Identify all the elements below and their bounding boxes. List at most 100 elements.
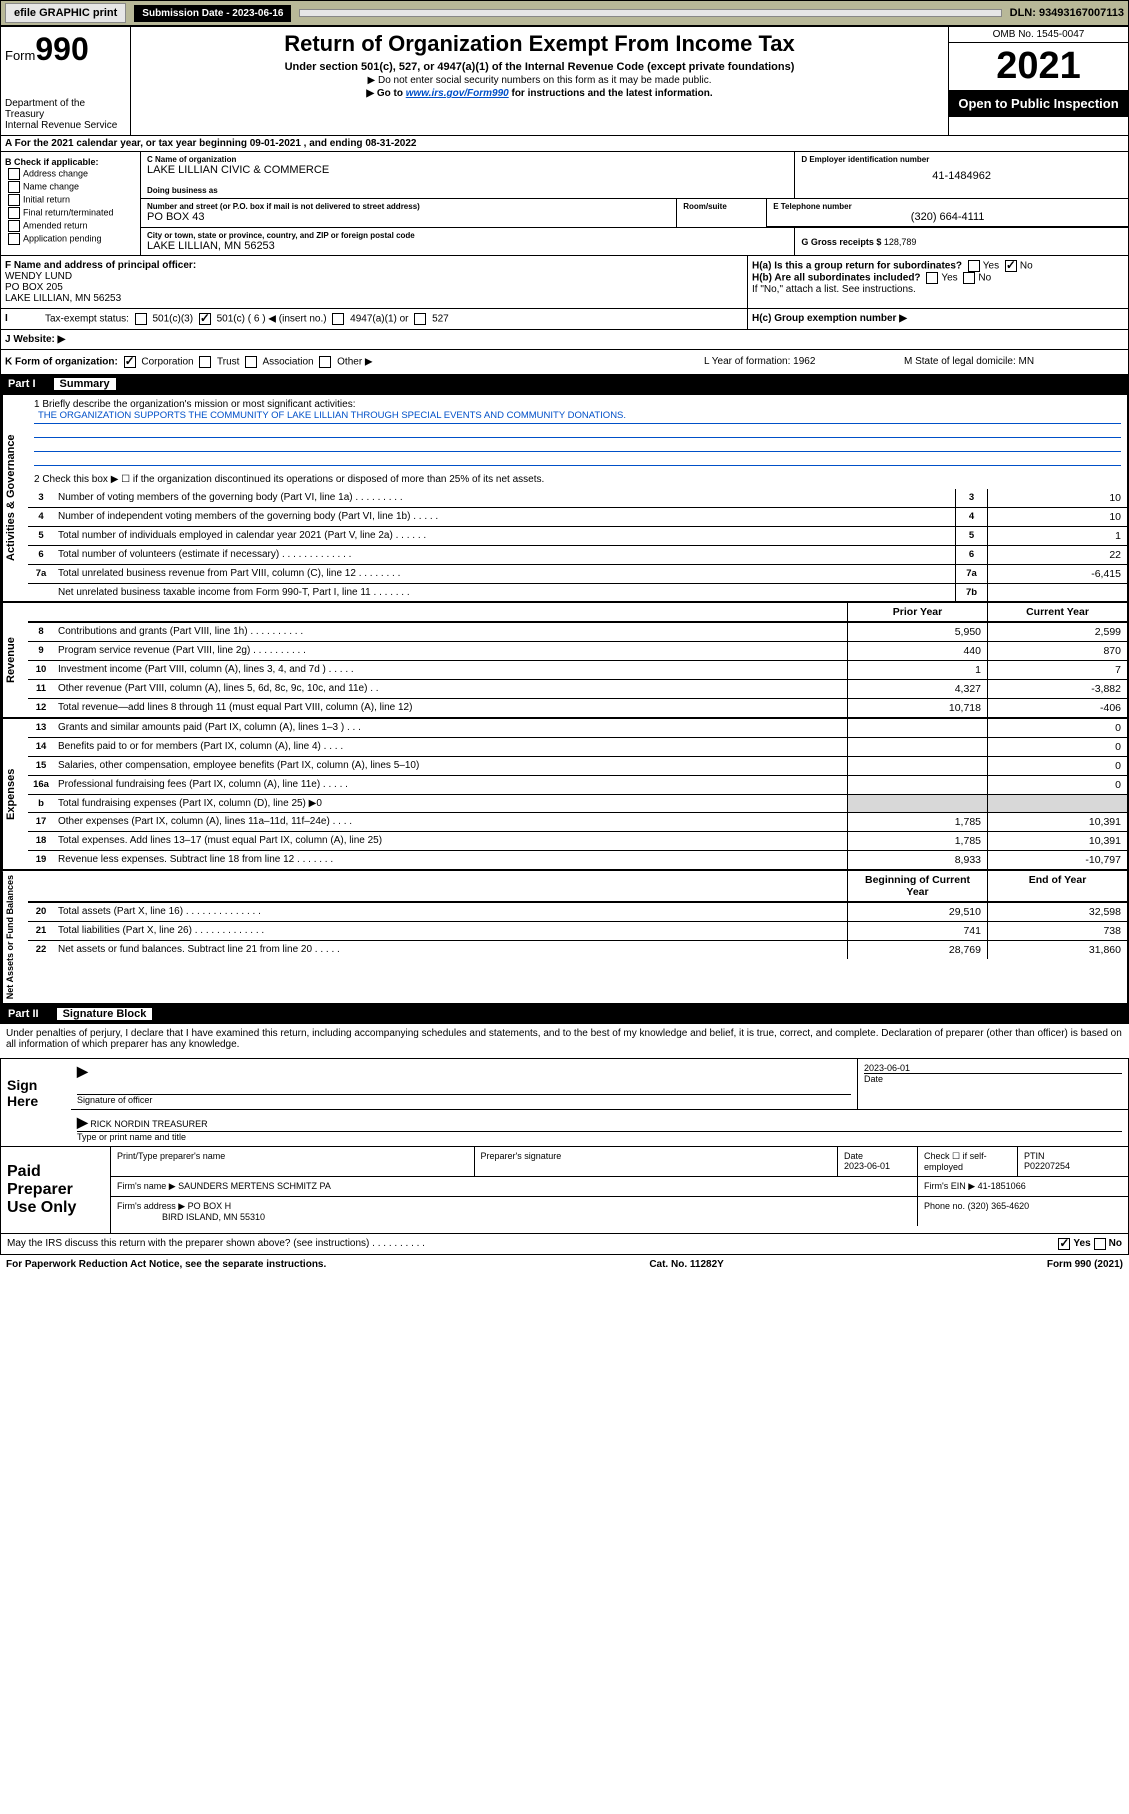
chk-pending: Application pending bbox=[5, 233, 136, 245]
chk-amended: Amended return bbox=[5, 220, 136, 232]
chk-name-lbl: Name change bbox=[23, 181, 79, 191]
row-val bbox=[987, 584, 1127, 601]
mission-line4 bbox=[34, 452, 1121, 466]
row-current: 32,598 bbox=[987, 903, 1127, 921]
ha-no-lbl: No bbox=[1020, 261, 1033, 272]
row-num: 19 bbox=[28, 851, 54, 869]
opt-assoc: Association bbox=[262, 357, 313, 368]
opt-4947: 4947(a)(1) or bbox=[350, 314, 408, 325]
row-box: 7a bbox=[955, 565, 987, 583]
row-prior bbox=[847, 738, 987, 756]
sig-arrow1: ▶ bbox=[77, 1063, 88, 1079]
footer-right: Form 990 (2021) bbox=[1047, 1259, 1123, 1270]
chk-other[interactable] bbox=[319, 356, 331, 368]
hdr-prior: Prior Year bbox=[847, 603, 987, 621]
discuss-yes-box[interactable] bbox=[1058, 1238, 1070, 1250]
table-row: 18 Total expenses. Add lines 13–17 (must… bbox=[28, 832, 1127, 851]
vtab-revenue: Revenue bbox=[2, 603, 28, 717]
row-prior: 8,933 bbox=[847, 851, 987, 869]
note-ssn: ▶ Do not enter social security numbers o… bbox=[135, 75, 944, 86]
row-box: 6 bbox=[955, 546, 987, 564]
chk-pending-box[interactable] bbox=[8, 233, 20, 245]
hb-note: If "No," attach a list. See instructions… bbox=[752, 284, 1124, 295]
opt-trust: Trust bbox=[217, 357, 239, 368]
ha-no-box[interactable] bbox=[1005, 260, 1017, 272]
row-num: 17 bbox=[28, 813, 54, 831]
table-row: 12 Total revenue—add lines 8 through 11 … bbox=[28, 699, 1127, 717]
row-label: Contributions and grants (Part VIII, lin… bbox=[54, 623, 847, 641]
row-num: 7a bbox=[28, 565, 54, 583]
ein-caption: D Employer identification number bbox=[801, 155, 1122, 164]
vtab-governance: Activities & Governance bbox=[2, 395, 28, 601]
chk-final-box[interactable] bbox=[8, 207, 20, 219]
row-val: 10 bbox=[987, 489, 1127, 507]
chk-initial-box[interactable] bbox=[8, 194, 20, 206]
row-current: -10,797 bbox=[987, 851, 1127, 869]
row-prior: 1,785 bbox=[847, 813, 987, 831]
row-val: 1 bbox=[987, 527, 1127, 545]
table-row: 17 Other expenses (Part IX, column (A), … bbox=[28, 813, 1127, 832]
discuss-no-box[interactable] bbox=[1094, 1238, 1106, 1250]
row-prior: 10,718 bbox=[847, 699, 987, 717]
chk-corp[interactable] bbox=[124, 356, 136, 368]
row-prior: 29,510 bbox=[847, 903, 987, 921]
hc-label: H(c) Group exemption number ▶ bbox=[752, 313, 907, 324]
row-label: Total number of individuals employed in … bbox=[54, 527, 955, 545]
irs-link[interactable]: www.irs.gov/Form990 bbox=[406, 88, 509, 99]
row-prior: 741 bbox=[847, 922, 987, 940]
sig-date-caption: Date bbox=[864, 1073, 1122, 1084]
row-j: J Website: ▶ bbox=[0, 330, 1129, 350]
row-label: Revenue less expenses. Subtract line 18 … bbox=[54, 851, 847, 869]
chk-amended-box[interactable] bbox=[8, 220, 20, 232]
opt-corp: Corporation bbox=[141, 357, 193, 368]
table-row: 16a Professional fundraising fees (Part … bbox=[28, 776, 1127, 795]
hb-label: H(b) Are all subordinates included? bbox=[752, 273, 921, 284]
row-box: 3 bbox=[955, 489, 987, 507]
opt-527: 527 bbox=[432, 314, 449, 325]
sig-intro: Under penalties of perjury, I declare th… bbox=[0, 1023, 1129, 1054]
row-num: 21 bbox=[28, 922, 54, 940]
chk-501c[interactable] bbox=[199, 313, 211, 325]
row-a-period: A For the 2021 calendar year, or tax yea… bbox=[0, 136, 1129, 152]
table-row: 20 Total assets (Part X, line 16) . . . … bbox=[28, 903, 1127, 922]
chk-527[interactable] bbox=[414, 313, 426, 325]
officer-name: WENDY LUND bbox=[5, 271, 72, 282]
part-ii-title: Part II bbox=[8, 1008, 39, 1020]
row-prior: 28,769 bbox=[847, 941, 987, 959]
chk-address-box[interactable] bbox=[8, 168, 20, 180]
row-label: Total assets (Part X, line 16) . . . . .… bbox=[54, 903, 847, 921]
row-current: 7 bbox=[987, 661, 1127, 679]
mission-text: THE ORGANIZATION SUPPORTS THE COMMUNITY … bbox=[34, 410, 1121, 424]
sig-name-caption: Type or print name and title bbox=[77, 1131, 1122, 1142]
org-name: LAKE LILLIAN CIVIC & COMMERCE bbox=[147, 164, 788, 176]
hb-no-box[interactable] bbox=[963, 272, 975, 284]
table-row: 14 Benefits paid to or for members (Part… bbox=[28, 738, 1127, 757]
rev-header-row: Prior Year Current Year bbox=[28, 603, 1127, 623]
row-current: -406 bbox=[987, 699, 1127, 717]
chk-4947[interactable] bbox=[332, 313, 344, 325]
vtab-balances: Net Assets or Fund Balances bbox=[2, 871, 28, 1003]
row-label: Total unrelated business revenue from Pa… bbox=[54, 565, 955, 583]
officer-addr1: PO BOX 205 bbox=[5, 282, 63, 293]
chk-trust[interactable] bbox=[199, 356, 211, 368]
ha-yes-box[interactable] bbox=[968, 260, 980, 272]
sig-name: RICK NORDIN TREASURER bbox=[90, 1119, 207, 1129]
row-num: 16a bbox=[28, 776, 54, 794]
row-label: Other expenses (Part IX, column (A), lin… bbox=[54, 813, 847, 831]
form-header: Form990 Department of the Treasury Inter… bbox=[0, 26, 1129, 136]
hb-yes-box[interactable] bbox=[926, 272, 938, 284]
gov-row: 7a Total unrelated business revenue from… bbox=[28, 565, 1127, 584]
k-label: K Form of organization: bbox=[5, 357, 118, 368]
officer-addr2: LAKE LILLIAN, MN 56253 bbox=[5, 293, 121, 304]
firm-ein-caption: Firm's EIN ▶ bbox=[924, 1181, 975, 1191]
firm-phone: (320) 365-4620 bbox=[968, 1201, 1030, 1211]
form-title: Return of Organization Exempt From Incom… bbox=[135, 31, 944, 57]
table-row: 9 Program service revenue (Part VIII, li… bbox=[28, 642, 1127, 661]
section-b-label: B Check if applicable: bbox=[5, 157, 136, 167]
chk-assoc[interactable] bbox=[245, 356, 257, 368]
website-label: J Website: ▶ bbox=[5, 334, 65, 345]
city-caption: City or town, state or province, country… bbox=[147, 231, 788, 240]
chk-501c3[interactable] bbox=[135, 313, 147, 325]
chk-name-box[interactable] bbox=[8, 181, 20, 193]
hdr-current: Current Year bbox=[987, 603, 1127, 621]
